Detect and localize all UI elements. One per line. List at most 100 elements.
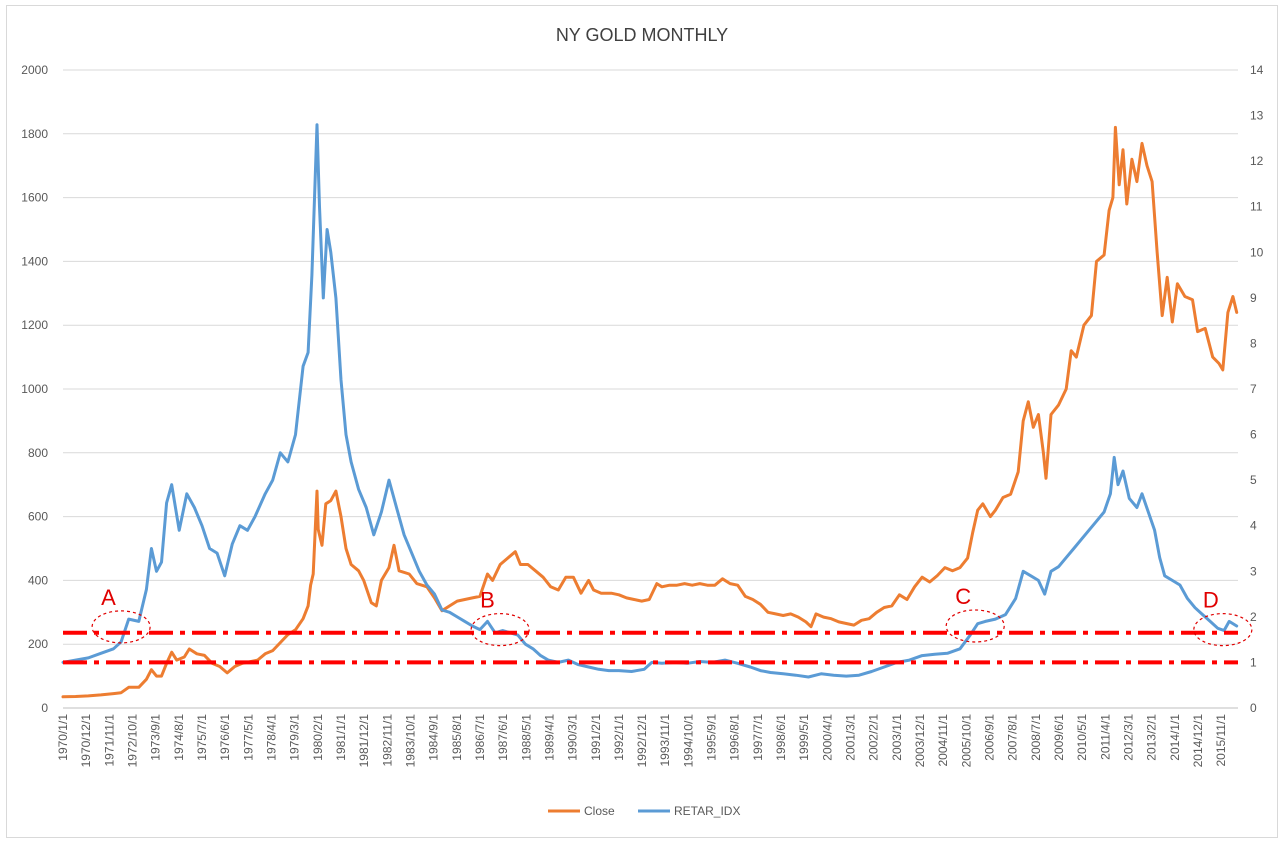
x-tick-label: 1982/11/1 [380, 714, 394, 767]
left-tick-label: 400 [28, 573, 48, 587]
x-tick-label: 2010/5/1 [1075, 714, 1089, 761]
x-tick-label: 1997/7/1 [751, 714, 765, 761]
legend-label-close: Close [584, 804, 615, 818]
left-tick-label: 1200 [21, 318, 48, 332]
x-tick-label: 1971/11/1 [102, 714, 116, 767]
reference-lines [63, 630, 1238, 665]
x-tick-label: 1972/10/1 [125, 714, 139, 768]
annotation-label: A [101, 585, 116, 610]
annotation-ellipse [91, 610, 151, 644]
x-tick-label: 2013/2/1 [1145, 714, 1159, 761]
x-tick-label: 2014/1/1 [1168, 714, 1182, 761]
x-tick-label: 1992/12/1 [635, 714, 649, 768]
legend: Close RETAR_IDX [548, 804, 740, 818]
x-tick-label: 1990/3/1 [566, 714, 580, 761]
left-tick-label: 1400 [21, 254, 48, 268]
left-tick-label: 600 [28, 510, 48, 524]
right-tick-label: 6 [1250, 428, 1257, 442]
series-retar-idx-line [61, 123, 1239, 679]
left-tick-label: 0 [41, 701, 48, 715]
right-tick-label: 0 [1250, 701, 1257, 715]
right-tick-label: 12 [1250, 154, 1264, 168]
x-tick-label: 2011/4/1 [1098, 714, 1112, 760]
right-tick-label: 11 [1250, 200, 1263, 214]
x-tick-label: 1980/2/1 [311, 714, 325, 761]
x-tick-label: 2000/4/1 [820, 714, 834, 761]
x-tick-label: 2012/3/1 [1122, 714, 1136, 761]
x-tick-label: 1970/1/1 [56, 714, 70, 761]
legend-label-retar-idx: RETAR_IDX [674, 804, 740, 818]
x-tick-label: 2002/2/1 [867, 714, 881, 761]
annotations: A B C D [91, 584, 1253, 647]
right-tick-label: 4 [1250, 519, 1257, 533]
x-tick-label: 1976/6/1 [218, 714, 232, 761]
right-tick-label: 14 [1250, 63, 1264, 77]
left-tick-label: 1800 [21, 127, 48, 141]
left-tick-label: 1000 [21, 382, 48, 396]
x-tick-label: 1983/10/1 [403, 714, 417, 768]
x-tick-label: 2003/12/1 [913, 714, 927, 768]
x-tick-label: 1979/3/1 [288, 714, 302, 761]
x-tick-label: 1996/8/1 [728, 714, 742, 761]
x-tick-label: 1991/2/1 [589, 714, 603, 761]
right-tick-label: 1 [1250, 655, 1257, 669]
x-tick-label: 2009/6/1 [1052, 714, 1066, 761]
x-tick-label: 1978/4/1 [264, 714, 278, 761]
right-tick-label: 3 [1250, 564, 1257, 578]
annotation-ellipse [470, 613, 530, 647]
x-tick-label: 1975/7/1 [195, 714, 209, 761]
right-tick-label: 9 [1250, 291, 1257, 305]
right-tick-label: 8 [1250, 336, 1257, 350]
x-tick-label: 1999/5/1 [797, 714, 811, 761]
x-tick-label: 1986/7/1 [473, 714, 487, 761]
annotation-label: D [1203, 588, 1219, 613]
right-tick-label: 7 [1250, 382, 1257, 396]
left-tick-label: 800 [28, 446, 48, 460]
right-tick-label: 10 [1250, 245, 1264, 259]
x-tick-label: 1994/10/1 [681, 714, 695, 768]
x-tick-label: 1981/12/1 [357, 714, 371, 768]
x-tick-label: 2015/11/1 [1214, 714, 1228, 767]
x-tick-label: 1989/4/1 [542, 714, 556, 761]
chart-frame [6, 5, 1278, 838]
x-tick-label: 2004/11/1 [936, 714, 950, 767]
x-tick-label: 2008/7/1 [1029, 714, 1043, 761]
x-tick-label: 2001/3/1 [844, 714, 858, 761]
x-tick-label: 1988/5/1 [519, 714, 533, 761]
x-tick-label: 1984/9/1 [427, 714, 441, 761]
left-tick-label: 2000 [21, 63, 48, 77]
x-tick-label: 2006/9/1 [983, 714, 997, 761]
series-layer [61, 123, 1239, 699]
x-tick-label: 2014/12/1 [1191, 714, 1205, 768]
right-tick-label: 2 [1250, 610, 1257, 624]
x-tick-label: 1992/1/1 [612, 714, 626, 761]
x-tick-label: 2005/10/1 [959, 714, 973, 768]
x-tick-label: 1981/1/1 [334, 714, 348, 761]
left-tick-label: 1600 [21, 191, 48, 205]
x-tick-label: 1970/12/1 [79, 714, 93, 768]
x-tick-label: 1985/8/1 [450, 714, 464, 761]
x-tick-label: 2007/8/1 [1006, 714, 1020, 761]
x-tick-label: 1995/9/1 [705, 714, 719, 761]
left-axis-ticks: 0 200 400 600 800 1000 1200 1400 1600 1800 2000 [21, 63, 48, 715]
annotation-label: B [480, 588, 495, 613]
x-tick-label: 2003/1/1 [890, 714, 904, 761]
chart-title: NY GOLD MONTHLY [556, 25, 728, 45]
x-tick-label: 1993/11/1 [658, 714, 672, 767]
right-tick-label: 13 [1250, 109, 1264, 123]
annotation-ellipse [945, 609, 1005, 643]
annotation-label: C [955, 584, 971, 609]
x-tick-label: 1974/8/1 [172, 714, 186, 761]
x-tick-label: 1977/5/1 [241, 714, 255, 761]
left-tick-label: 200 [28, 637, 48, 651]
x-axis-ticks: 1970/1/1 1970/12/1 1971/11/1 1972/10/1 1973/… [56, 714, 1228, 768]
annotation-ellipse [1193, 613, 1253, 647]
series-close-line [61, 125, 1239, 699]
x-tick-label: 1998/6/1 [774, 714, 788, 761]
grid-lines [63, 69, 1238, 709]
x-tick-label: 1973/9/1 [149, 714, 163, 761]
right-tick-label: 5 [1250, 473, 1257, 487]
x-tick-label: 1987/6/1 [496, 714, 510, 761]
